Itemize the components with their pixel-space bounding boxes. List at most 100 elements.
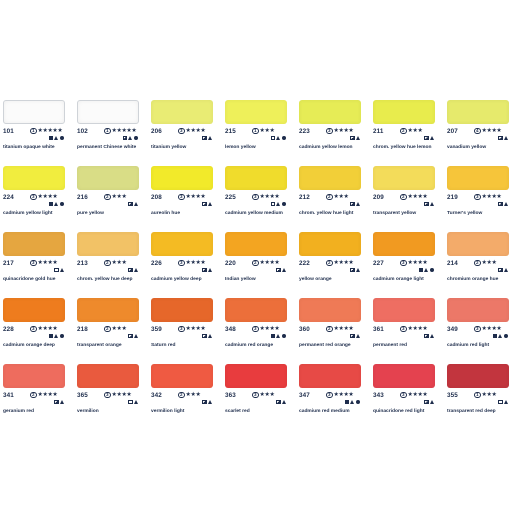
color-swatch-card: 209 2 ★★★★ transparent yellow	[373, 166, 435, 216]
lightfastness-stars: ★★★★	[185, 194, 206, 200]
price-group-badge: 2	[326, 325, 333, 333]
swatch-meta: 228 3 ★★★★	[3, 325, 65, 333]
lightfastness-stars: ★★★★	[481, 326, 502, 332]
property-icons	[225, 400, 287, 405]
lightfastness-stars: ★★★★	[407, 326, 428, 332]
property-icons	[151, 268, 213, 273]
color-number: 348	[225, 325, 236, 333]
property-icons	[373, 334, 435, 339]
property-icons	[447, 334, 509, 339]
semiopaque-icon	[202, 136, 207, 141]
color-name: vanadium yellow	[447, 145, 487, 150]
lightfastness-stars: ★★★	[481, 260, 497, 266]
color-name: cadmium red light	[447, 343, 490, 348]
color-name: transparent red deep	[447, 409, 496, 414]
color-swatch	[373, 166, 435, 190]
color-name: transparent orange	[77, 343, 122, 348]
color-name: cadmium red medium	[299, 409, 350, 414]
color-name: aureolin hue	[151, 211, 181, 216]
color-number: 226	[151, 259, 162, 267]
color-number: 209	[373, 193, 384, 201]
stain-icon	[208, 268, 212, 272]
lightfastness-stars: ★★★★★	[111, 128, 137, 134]
color-swatch-card: 347 3 ★★★★ cadmium red medium	[299, 364, 361, 414]
price-group-badge: 2	[30, 391, 37, 399]
property-icons	[3, 202, 65, 207]
lightfastness-stars: ★★★★	[185, 326, 206, 332]
property-icons	[3, 136, 65, 141]
color-name: geranium red	[3, 409, 34, 414]
property-icons	[225, 334, 287, 339]
color-number: 211	[373, 127, 384, 135]
price-group-badge: 2	[326, 193, 333, 201]
color-swatch-card: 348 3 ★★★★ cadmium red orange	[225, 298, 287, 348]
property-icons	[225, 268, 287, 273]
color-swatch-card: 217 3 ★★★★ quinacridone gold hue	[3, 232, 65, 282]
semiopaque-icon	[498, 268, 503, 273]
stain-icon	[276, 202, 281, 206]
color-number: 361	[373, 325, 384, 333]
granul-icon	[59, 202, 64, 207]
property-icons	[225, 202, 287, 207]
color-name: yellow orange	[299, 277, 332, 282]
color-name: permanent red orange	[299, 343, 351, 348]
color-number: 220	[225, 259, 236, 267]
transparent-icon	[498, 400, 503, 405]
color-swatch-card: 206 3 ★★★★ titanium yellow	[151, 100, 213, 150]
color-swatch	[151, 298, 213, 322]
lightfastness-stars: ★★★	[111, 260, 127, 266]
opaque-icon	[418, 268, 423, 273]
swatch-meta: 349 3 ★★★★	[447, 325, 509, 333]
color-name: vermilion	[77, 409, 99, 414]
stain-icon	[208, 400, 212, 404]
stain-icon	[54, 202, 59, 206]
swatch-meta: 341 2 ★★★★	[3, 391, 65, 399]
color-swatch	[151, 100, 213, 124]
swatch-meta: 223 3 ★★★★	[299, 127, 361, 135]
color-swatch	[77, 100, 139, 124]
transparent-icon	[54, 268, 59, 273]
granul-icon	[281, 136, 286, 141]
price-group-badge: 3	[400, 259, 407, 267]
color-number: 223	[299, 127, 310, 135]
color-number: 102	[77, 127, 88, 135]
color-swatch	[299, 232, 361, 256]
stain-icon	[430, 136, 434, 140]
property-icons	[299, 334, 361, 339]
color-swatch-card: 101 1 ★★★★★ titanium opaque white	[3, 100, 65, 150]
color-name: quinacridone red light	[373, 409, 425, 414]
lightfastness-stars: ★★★★	[481, 194, 502, 200]
color-swatch	[225, 232, 287, 256]
swatch-meta: 215 1 ★★★	[225, 127, 287, 135]
stain-icon	[208, 202, 212, 206]
color-number: 215	[225, 127, 236, 135]
swatch-meta: 101 1 ★★★★★	[3, 127, 65, 135]
color-name: transparent yellow	[373, 211, 417, 216]
color-number: 343	[373, 391, 384, 399]
semiopaque-icon	[498, 136, 503, 141]
swatch-meta: 222 2 ★★★★	[299, 259, 361, 267]
color-number: 342	[151, 391, 162, 399]
opaque-icon	[48, 136, 53, 141]
stain-icon	[60, 268, 64, 272]
color-swatch-card: 207 4 ★★★★ vanadium yellow	[447, 100, 509, 150]
swatch-meta: 355 1 ★★★	[447, 391, 509, 399]
swatch-meta: 212 2 ★★★	[299, 193, 361, 201]
price-group-badge: 2	[474, 259, 481, 267]
color-swatch	[225, 166, 287, 190]
semiopaque-icon	[202, 202, 207, 207]
lightfastness-stars: ★★★★	[259, 260, 280, 266]
color-swatch	[3, 232, 65, 256]
color-number: 219	[447, 193, 458, 201]
color-name: titanium yellow	[151, 145, 187, 150]
stain-icon	[128, 136, 133, 140]
granul-icon	[355, 400, 360, 405]
color-name: permanent red	[373, 343, 407, 348]
semiopaque-icon	[202, 400, 207, 405]
property-icons	[151, 400, 213, 405]
property-icons	[299, 136, 361, 141]
lightfastness-stars: ★★★	[259, 392, 275, 398]
color-swatch	[151, 166, 213, 190]
lightfastness-stars: ★★★★	[407, 392, 428, 398]
semiopaque-icon	[424, 136, 429, 141]
